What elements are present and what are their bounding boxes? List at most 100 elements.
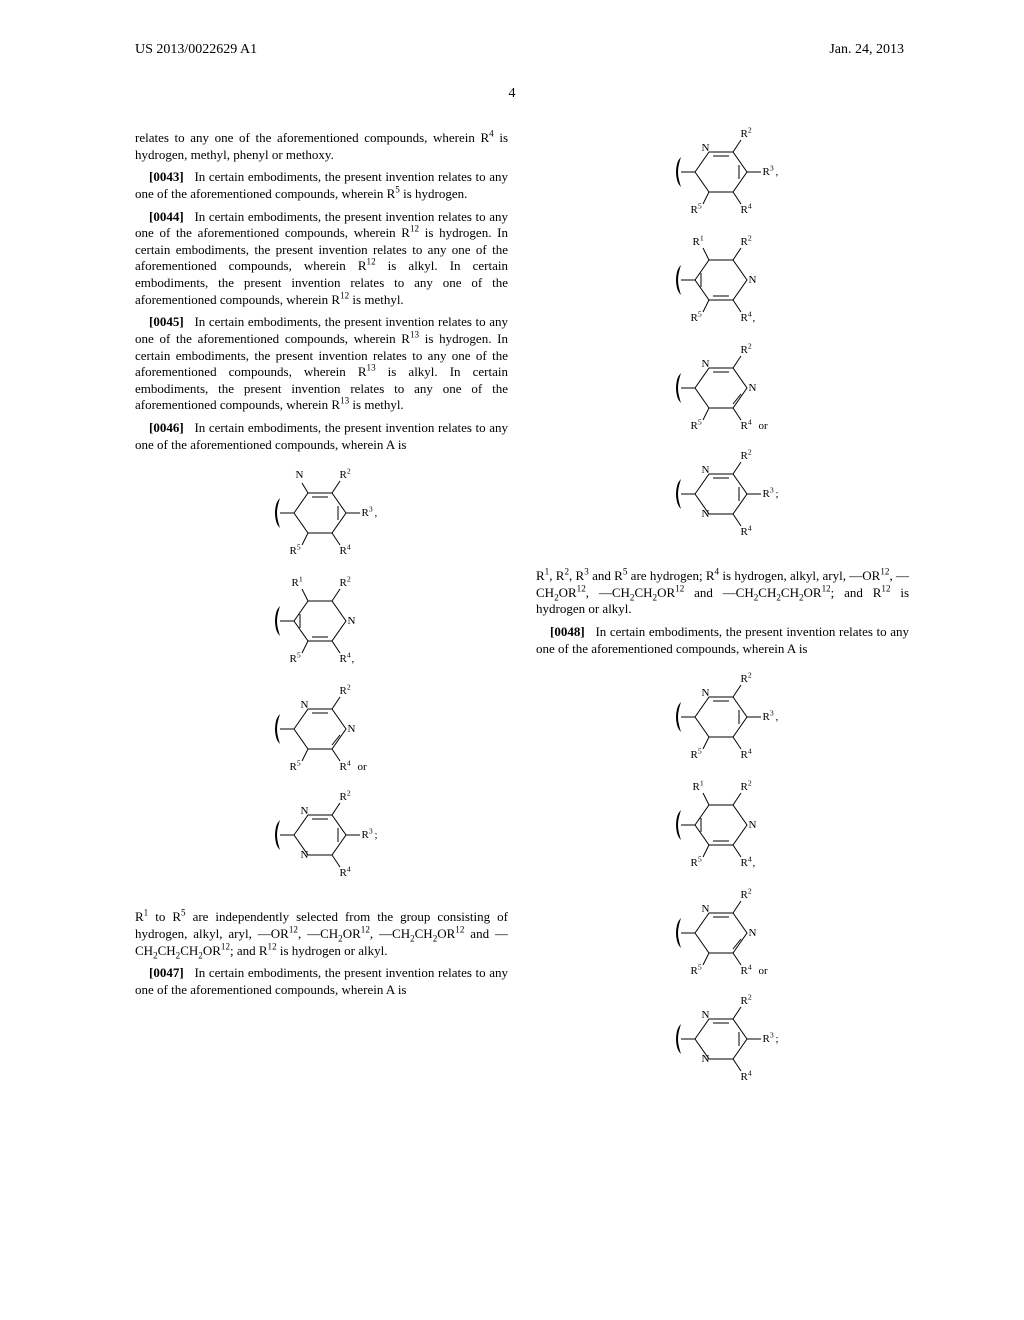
r2-label: R2 [741,344,752,356]
right-column: N R2 R3 R4 R5 , R1 [536,130,909,1113]
r2-label: R2 [741,781,752,793]
r2-label: R2 [741,889,752,901]
r3-label: R3 [763,488,774,500]
n-atom-label: N [702,358,710,370]
n-atom-label: N [301,849,309,861]
r5-label: R5 [290,653,301,665]
paragraph-0043: [0043] In certain embodiments, the prese… [135,169,508,202]
page-header: US 2013/0022629 A1 Jan. 24, 2013 [0,0,1024,58]
page-number: 4 [0,86,1024,102]
r1-label: R1 [693,781,704,793]
r2-label: R2 [340,469,351,481]
paragraph-0044: [0044] In certain embodiments, the prese… [135,209,508,309]
hexagon-ring-icon [663,675,783,775]
r3-label: R3 [763,1033,774,1045]
n-atom-label: N [702,903,710,915]
semicolon-label: ; [776,1033,779,1045]
r4-label: R4 [340,867,351,879]
chemical-structures-block-1: N R2 R3 R4 R5 , [135,471,508,891]
hexagon-ring-icon [663,238,783,338]
paragraph-0046: [0046] In certain embodiments, the prese… [135,420,508,453]
n-atom-label: N [702,508,710,520]
comma-label: , [753,312,756,324]
n-atom-label: N [702,687,710,699]
paragraph-0045: [0045] In certain embodiments, the prese… [135,314,508,414]
n-atom-label: N [702,142,710,154]
r4-label: R4 [340,761,351,773]
structure-2: R1 R2 N R4 R5 , [262,579,382,679]
r4-label: R4 [741,526,752,538]
r3-label: R3 [763,711,774,723]
r4-label: R4 [741,965,752,977]
structure-4c: N N R2 R3 R4 ; [663,999,783,1093]
chemical-structures-block-3: N R2 R3 R4 R5 , R1 [536,675,909,1095]
r5-label: R5 [691,965,702,977]
r2-label: R2 [340,685,351,697]
comma-label: , [776,166,779,178]
hexagon-ring-icon [663,454,783,548]
paragraph-r-definitions-2: R1, R2, R3 and R5 are hydrogen; R4 is hy… [536,568,909,618]
structure-1: N R2 R3 R4 R5 , [262,471,382,571]
or-label: or [759,420,768,432]
content-area: relates to any one of the aforementioned… [0,130,1024,1113]
semicolon-label: ; [776,488,779,500]
r4-label: R4 [340,545,351,557]
r1-label: R1 [693,236,704,248]
r4-label: R4 [741,204,752,216]
r4-label: R4 [741,312,752,324]
n-atom-label: N [301,805,309,817]
hexagon-ring-icon [663,999,783,1093]
structure-1c: N R2 R3 R4 R5 , [663,675,783,775]
or-label: or [358,761,367,773]
comma-label: , [375,507,378,519]
structure-2c: R1 R2 N R4 R5 , [663,783,783,883]
r4-label: R4 [340,653,351,665]
n-atom-label: N [749,382,757,394]
publication-date: Jan. 24, 2013 [829,42,904,58]
hexagon-ring-icon [262,795,382,889]
r5-label: R5 [290,545,301,557]
semicolon-label: ; [375,829,378,841]
structure-1b: N R2 R3 R4 R5 , [663,130,783,230]
n-atom-label: N [702,464,710,476]
r2-label: R2 [741,450,752,462]
structure-4b: N N R2 R3 R4 ; [663,454,783,548]
n-atom-label: N [749,274,757,286]
chemical-structures-block-2: N R2 R3 R4 R5 , R1 [536,130,909,550]
n-atom-label: N [348,615,356,627]
r2-label: R2 [741,995,752,1007]
r4-label: R4 [741,1071,752,1083]
r5-label: R5 [691,857,702,869]
n-atom-label: N [702,1009,710,1021]
hexagon-ring-icon [262,471,382,571]
structure-4: N N R2 R3 R4 ; [262,795,382,889]
structure-3b: N R2 N R4 R5 or [663,346,783,446]
r2-label: R2 [340,791,351,803]
r5-label: R5 [691,204,702,216]
n-atom-label: N [296,469,304,481]
paragraph-r-definitions: R1 to R5 are independently selected from… [135,909,508,959]
r5-label: R5 [691,420,702,432]
r5-label: R5 [290,761,301,773]
r2-label: R2 [741,236,752,248]
paragraph-0047: [0047] In certain embodiments, the prese… [135,965,508,998]
hexagon-ring-icon [262,579,382,679]
comma-label: , [352,653,355,665]
n-atom-label: N [348,723,356,735]
r4-label: R4 [741,857,752,869]
r3-label: R3 [362,507,373,519]
r3-label: R3 [763,166,774,178]
n-atom-label: N [749,819,757,831]
n-atom-label: N [702,1053,710,1065]
or-label: or [759,965,768,977]
hexagon-ring-icon [663,130,783,230]
r4-label: R4 [741,420,752,432]
r2-label: R2 [741,673,752,685]
structure-3: N R2 N R4 R5 or [262,687,382,787]
r4-label: R4 [741,749,752,761]
r2-label: R2 [340,577,351,589]
r3-label: R3 [362,829,373,841]
structure-3c: N R2 N R4 R5 or [663,891,783,991]
comma-label: , [753,857,756,869]
hexagon-ring-icon [663,783,783,883]
